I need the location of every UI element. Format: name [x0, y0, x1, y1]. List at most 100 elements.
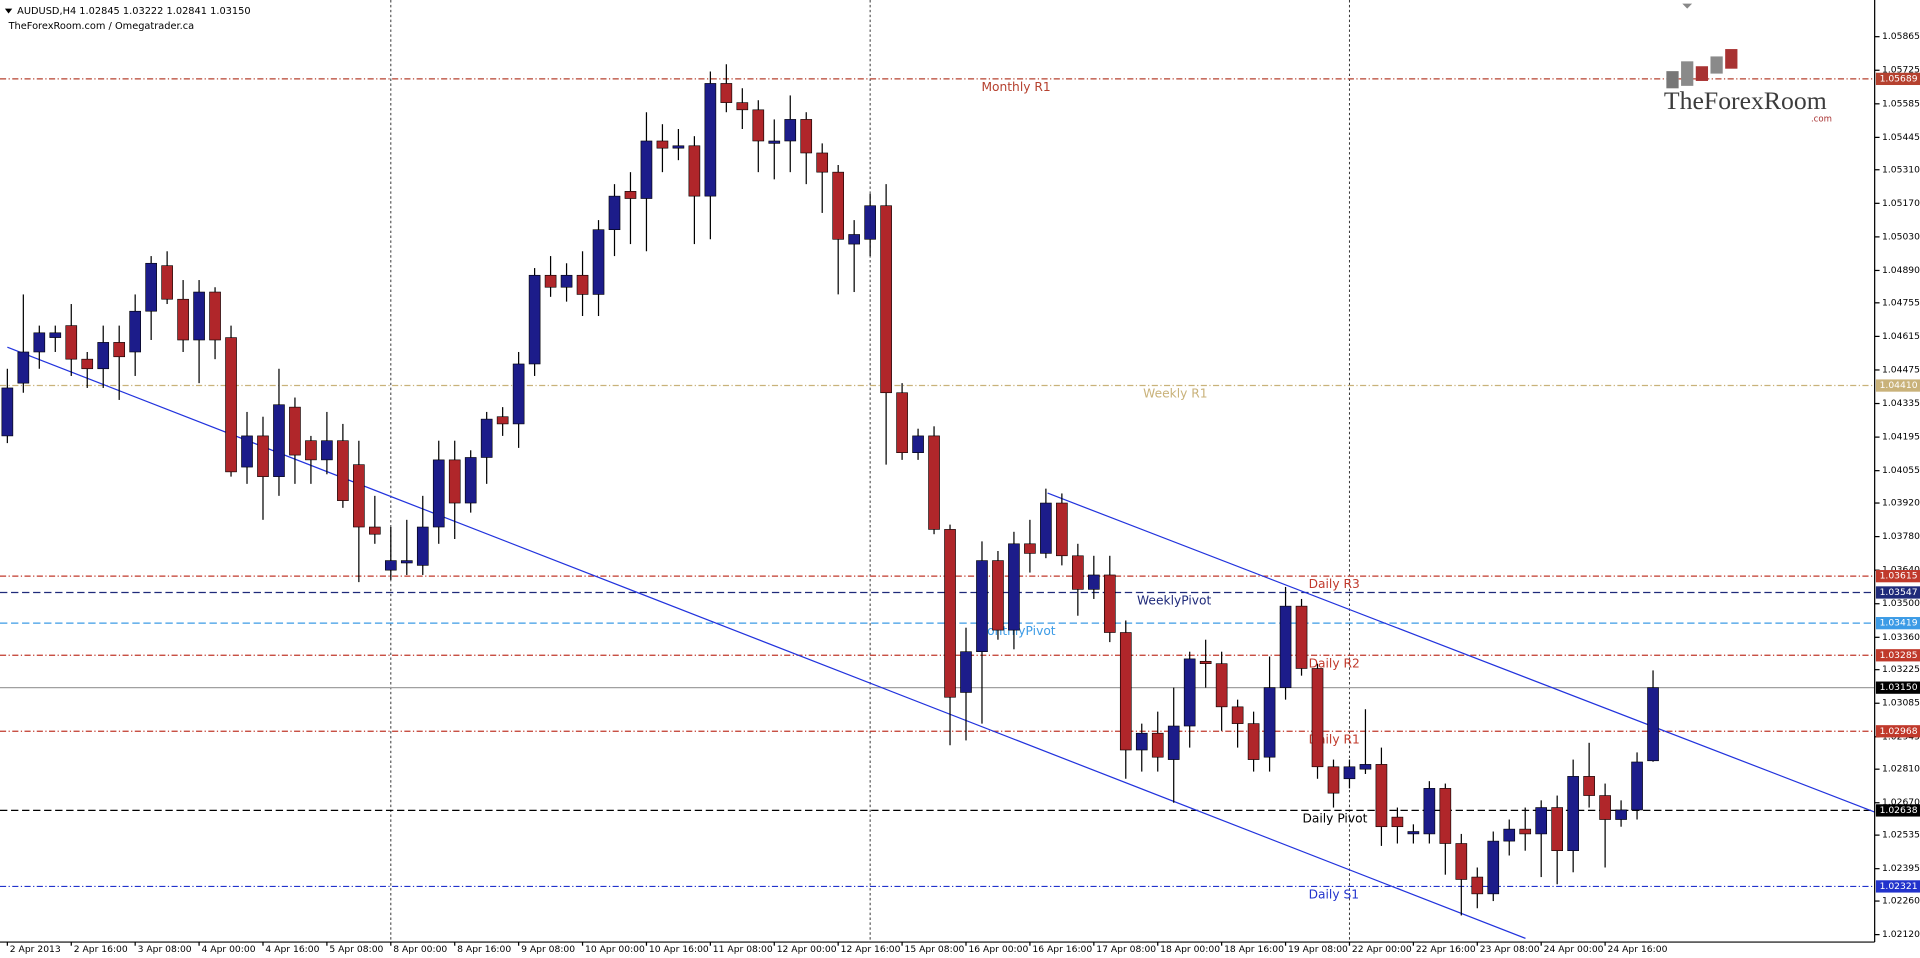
logo: TheForexRoom .com [1664, 49, 1832, 124]
menu-arrow[interactable] [4, 8, 13, 14]
candle-body [257, 435, 269, 477]
candle-body [1279, 605, 1292, 688]
candle-body [33, 332, 46, 353]
candle-body [193, 291, 205, 341]
candle-body [976, 560, 988, 652]
chart-subtitle: TheForexRoom.com / Omegatrader.ca [8, 21, 195, 32]
y-tick-label: 1.02395 [1882, 863, 1920, 874]
candle-body [928, 435, 940, 530]
x-tick-label: 24 Apr 00:00 [1544, 944, 1604, 955]
candle-body [1231, 706, 1244, 724]
candle-body [49, 332, 62, 338]
x-tick-label: 11 Apr 08:00 [713, 944, 773, 955]
logo-text: TheForexRoom [1664, 86, 1827, 115]
level-tag [1875, 586, 1920, 599]
x-tick-label: 12 Apr 16:00 [841, 944, 901, 955]
candle-body [273, 404, 285, 477]
x-tick-label: 4 Apr 16:00 [265, 944, 319, 955]
candle-body [672, 145, 685, 149]
level-tag-label: 1.05689 [1880, 73, 1918, 84]
candle-body [896, 392, 908, 453]
candle-body [1119, 632, 1132, 751]
candle-body [1103, 574, 1116, 633]
y-tick-label: 1.02260 [1882, 896, 1920, 907]
level-name: Daily Pivot [1302, 812, 1367, 826]
candle-body [1311, 668, 1324, 768]
candle-body [544, 274, 557, 288]
candle-body [145, 262, 157, 312]
candle-body [608, 195, 621, 231]
candle-body [592, 229, 605, 295]
x-tick-label: 10 Apr 16:00 [649, 944, 709, 955]
shift-marker [1682, 3, 1693, 9]
candle-body [1487, 840, 1500, 895]
candle-body [369, 526, 381, 535]
candle-body [880, 205, 892, 394]
x-tick-label: 5 Apr 08:00 [329, 944, 383, 955]
candle-body [384, 560, 397, 571]
candle-body [464, 457, 477, 504]
candle-body [1183, 658, 1196, 727]
x-tick-label: 9 Apr 08:00 [521, 944, 575, 955]
y-tick-label: 1.04890 [1882, 265, 1920, 276]
y-tick-label: 1.03920 [1882, 498, 1920, 509]
candle-body [656, 140, 669, 149]
y-tick-label: 1.04195 [1882, 432, 1920, 443]
candle-body [640, 140, 653, 199]
candle-body [1247, 723, 1260, 760]
x-tick-label: 16 Apr 00:00 [968, 944, 1028, 955]
candle-body [1008, 543, 1020, 631]
candle-body [1263, 687, 1276, 758]
candle-body [241, 435, 253, 468]
level-tag [1875, 379, 1920, 392]
y-tick-label: 1.02670 [1882, 797, 1920, 808]
candle-body [1, 387, 14, 437]
candle-body [864, 205, 876, 240]
level-name: Weekly R1 [1143, 387, 1207, 401]
x-tick-label: 23 Apr 08:00 [1480, 944, 1540, 955]
x-tick-label: 19 Apr 08:00 [1288, 944, 1348, 955]
candle-body [129, 310, 141, 353]
candle-body [992, 560, 1004, 631]
candle-body [1439, 788, 1452, 844]
candle-body [305, 440, 317, 461]
candle-body [912, 435, 924, 453]
trend-line [1047, 492, 1875, 813]
level-name: WeeklyPivot [1137, 594, 1211, 608]
level-tag [1875, 570, 1920, 583]
y-tick-label: 1.02120 [1882, 929, 1920, 940]
level-tag [1875, 617, 1920, 630]
level-tag-label: 1.02321 [1880, 881, 1918, 892]
candle-body [1135, 732, 1148, 751]
candle-body [736, 102, 749, 111]
candle-body [816, 152, 829, 173]
logo-bar [1666, 71, 1679, 89]
candle-body [1551, 807, 1563, 852]
candle-body [1215, 663, 1228, 708]
level-tag-label: 1.03547 [1880, 587, 1918, 598]
candle-body [65, 325, 78, 360]
y-tick-label: 1.03500 [1882, 598, 1920, 609]
x-tick-label: 22 Apr 16:00 [1416, 944, 1476, 955]
candle-body [337, 440, 349, 501]
x-tick-label: 4 Apr 00:00 [202, 944, 256, 955]
candle-body [848, 234, 860, 245]
candle-body [448, 459, 461, 504]
x-tick-label: 15 Apr 08:00 [905, 944, 965, 955]
candle-body [81, 358, 94, 370]
candle-body [496, 416, 509, 425]
candle-body [416, 526, 429, 566]
x-tick-label: 16 Apr 16:00 [1032, 944, 1092, 955]
candle-body [960, 651, 972, 693]
y-tick-label: 1.02810 [1882, 764, 1920, 775]
level-tag-label: 1.04410 [1880, 380, 1918, 391]
level-name: Monthly R1 [981, 80, 1050, 94]
y-tick-label: 1.02535 [1882, 830, 1920, 841]
y-tick-label: 1.05445 [1882, 132, 1920, 143]
level-tag [1875, 804, 1920, 817]
candle-body [1615, 809, 1627, 820]
candle-body [321, 440, 333, 461]
